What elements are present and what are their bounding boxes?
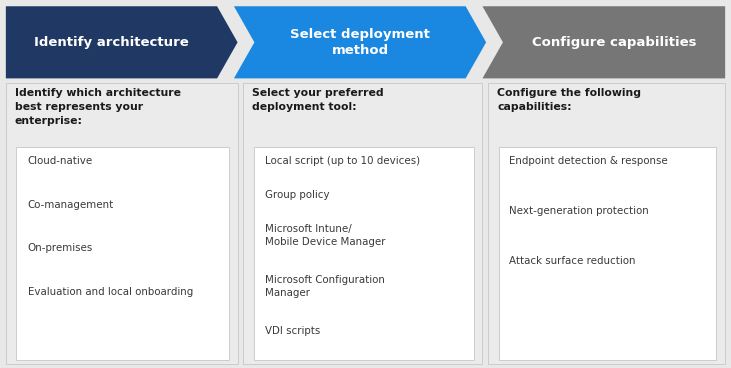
Text: Microsoft Intune/
Mobile Device Manager: Microsoft Intune/ Mobile Device Manager — [265, 224, 385, 247]
FancyBboxPatch shape — [243, 83, 482, 364]
Text: Configure the following
capabilities:: Configure the following capabilities: — [497, 88, 641, 112]
Text: Co-management: Co-management — [28, 200, 114, 210]
Text: On-premises: On-premises — [28, 243, 93, 253]
Polygon shape — [234, 6, 486, 78]
FancyBboxPatch shape — [16, 147, 229, 360]
FancyBboxPatch shape — [488, 83, 725, 364]
Text: Cloud-native: Cloud-native — [28, 156, 93, 166]
Text: Local script (up to 10 devices): Local script (up to 10 devices) — [265, 156, 420, 166]
Polygon shape — [6, 6, 238, 78]
FancyBboxPatch shape — [6, 83, 238, 364]
Text: Attack surface reduction: Attack surface reduction — [509, 256, 635, 266]
Text: Endpoint detection & response: Endpoint detection & response — [509, 156, 667, 166]
Text: Identify which architecture
best represents your
enterprise:: Identify which architecture best represe… — [15, 88, 181, 125]
Text: VDI scripts: VDI scripts — [265, 326, 320, 336]
Text: Identify architecture: Identify architecture — [34, 36, 189, 49]
Text: Next-generation protection: Next-generation protection — [509, 206, 648, 216]
Polygon shape — [482, 6, 725, 78]
FancyBboxPatch shape — [254, 147, 474, 360]
Text: Microsoft Configuration
Manager: Microsoft Configuration Manager — [265, 275, 385, 298]
Text: Group policy: Group policy — [265, 190, 329, 200]
Text: Evaluation and local onboarding: Evaluation and local onboarding — [28, 287, 193, 297]
Text: Configure capabilities: Configure capabilities — [531, 36, 697, 49]
Text: Select deployment
method: Select deployment method — [290, 28, 430, 57]
FancyBboxPatch shape — [499, 147, 716, 360]
Text: Select your preferred
deployment tool:: Select your preferred deployment tool: — [252, 88, 384, 112]
